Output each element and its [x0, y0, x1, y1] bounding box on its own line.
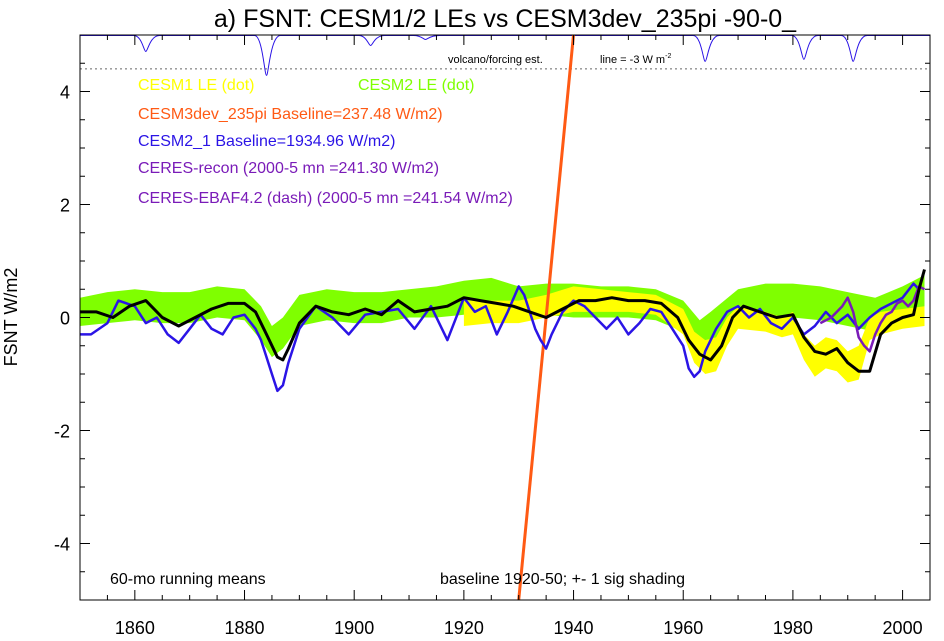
axes: 1860 1880 1900 1920 1940 1960 1980 2000 -4 -2 0 2 4 — [54, 34, 931, 638]
chart-title: a) FSNT: CESM1/2 LEs vs CESM3dev_235pi -… — [214, 5, 797, 33]
legend-entry: CERES-EBAF4.2 (dash) (2000-5 mn =241.54 … — [138, 190, 513, 207]
legend-entry: CESM2_1 Baseline=1934.96 W/m2) — [138, 133, 395, 150]
x-tick-label: 1980 — [773, 618, 813, 638]
legend-entry: CESM3dev_235pi Baseline=237.48 W/m2) — [138, 106, 443, 123]
y-tick-label: 2 — [60, 196, 70, 216]
legend-entry: CESM1 LE (dot) — [138, 77, 254, 94]
volcano-label: volcano/forcing est. — [448, 54, 543, 66]
x-tick-label: 1860 — [115, 618, 155, 638]
line-ensemble-mean — [80, 269, 926, 373]
line-ceres-recon — [819, 285, 926, 353]
x-tick-label: 2000 — [883, 618, 923, 638]
y-tick-label: -2 — [54, 422, 70, 442]
legend-entry: CESM2 LE (dot) — [358, 77, 474, 94]
y-tick-label: 0 — [60, 309, 70, 329]
x-tick-label: 1900 — [334, 618, 374, 638]
y-axis-label: FSNT W/m2 — [1, 268, 21, 367]
y-tick-label: -4 — [54, 535, 70, 555]
volcano-forcing — [80, 35, 930, 76]
series-lines — [80, 35, 926, 600]
x-tick-label: 1960 — [663, 618, 703, 638]
shading-bands — [80, 275, 925, 383]
band-cesm1-le-dot- — [463, 286, 925, 383]
x-tick-label: 1940 — [554, 618, 594, 638]
running-means-label: 60-mo running means — [110, 571, 266, 588]
baseline-label: baseline 1920-50; +- 1 sig shading — [440, 571, 685, 588]
x-tick-label: 1920 — [444, 618, 484, 638]
legend: CESM1 LE (dot) CESM2 LE (dot) CESM3dev_235… — [138, 77, 513, 207]
line-cesm2-1 — [80, 282, 920, 393]
line-scale-superscript: -2 — [665, 53, 671, 60]
line-scale-text: line = -3 W m — [600, 54, 665, 66]
volcano-forcing-line — [80, 35, 930, 76]
y-tick-label: 4 — [60, 83, 70, 103]
legend-entry: CERES-recon (2000-5 mn =241.30 W/m2) — [138, 160, 439, 177]
x-tick-label: 1880 — [224, 618, 264, 638]
line-scale-label: line = -3 W m-2 — [600, 53, 671, 66]
